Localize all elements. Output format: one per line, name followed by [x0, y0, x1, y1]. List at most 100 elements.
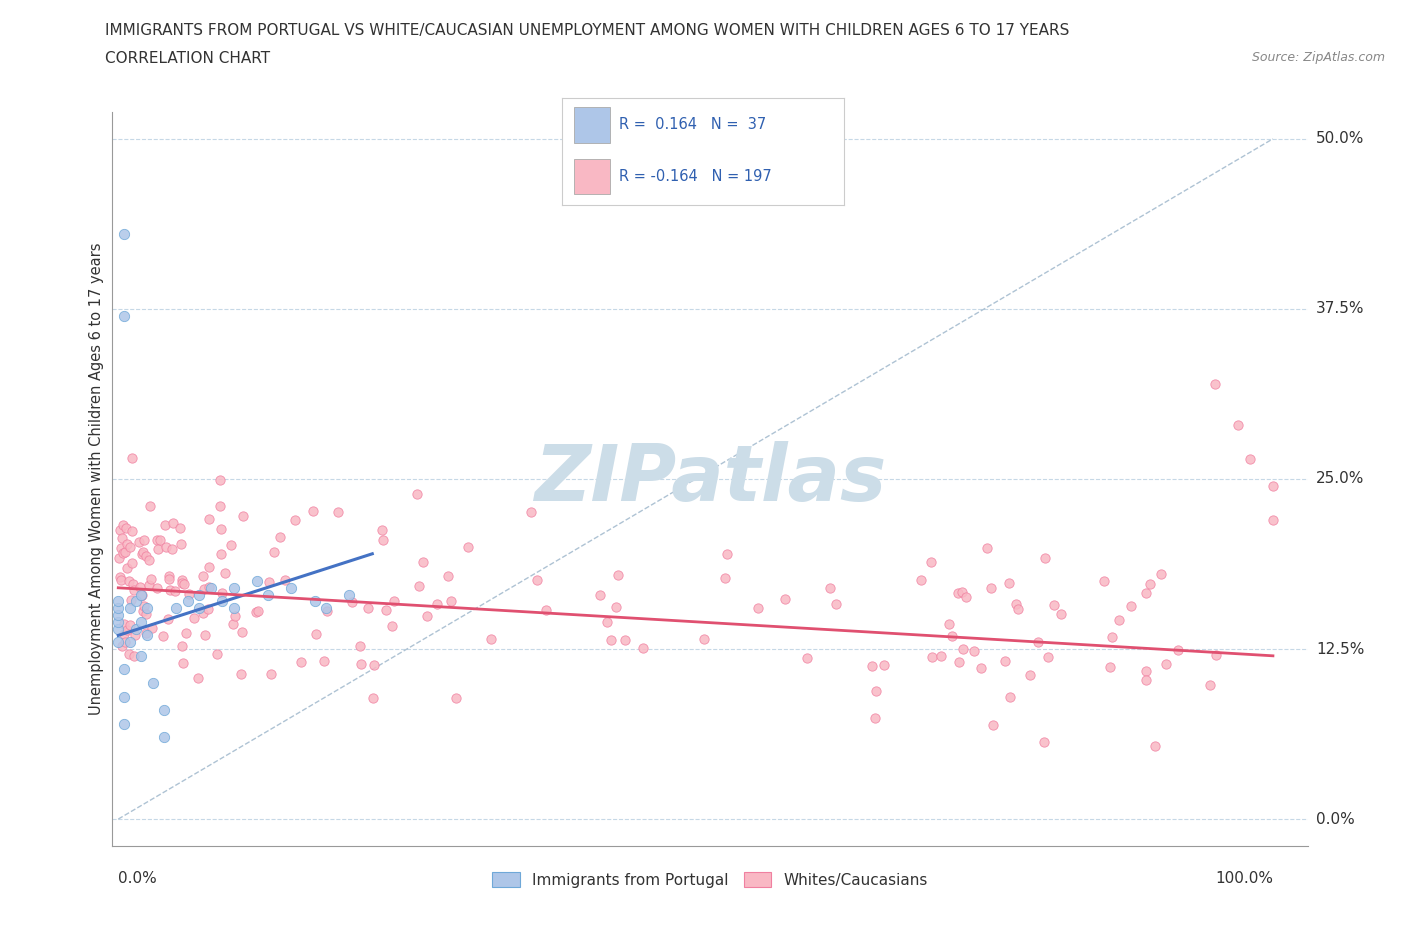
Point: [197, 512, 219, 526]
Text: IMMIGRANTS FROM PORTUGAL VS WHITE/CAUCASIAN UNEMPLOYMENT AMONG WOMEN WITH CHILDR: IMMIGRANTS FROM PORTUGAL VS WHITE/CAUCAS…: [105, 23, 1070, 38]
Point: [290, 655, 312, 670]
Point: [910, 572, 932, 587]
Point: [948, 655, 970, 670]
Point: [920, 554, 942, 569]
Point: [425, 596, 447, 611]
Point: [209, 547, 232, 562]
Point: [873, 658, 896, 672]
Point: [134, 626, 156, 641]
Point: [214, 565, 236, 580]
Point: [170, 537, 193, 551]
Point: [315, 601, 337, 616]
Point: [118, 646, 141, 661]
Point: [139, 571, 162, 586]
Point: [132, 604, 155, 618]
Point: [159, 571, 181, 586]
Point: [209, 522, 232, 537]
Point: [946, 586, 969, 601]
Point: [357, 600, 380, 615]
Point: [963, 644, 986, 658]
Point: [224, 608, 246, 623]
Point: [112, 626, 135, 641]
Point: [589, 588, 612, 603]
Point: [155, 540, 177, 555]
Point: [716, 547, 738, 562]
Point: [941, 629, 963, 644]
Point: [605, 600, 627, 615]
Point: [110, 572, 132, 587]
Point: [246, 574, 269, 589]
Point: [614, 632, 637, 647]
Point: [138, 578, 160, 592]
Point: [520, 504, 543, 519]
Point: [980, 581, 1002, 596]
Point: [135, 548, 157, 563]
Point: [304, 594, 326, 609]
Point: [131, 588, 153, 603]
Point: [122, 583, 145, 598]
Point: [131, 547, 153, 562]
Point: [373, 533, 395, 548]
Text: R = -0.164   N = 197: R = -0.164 N = 197: [619, 168, 772, 184]
Point: [111, 517, 134, 532]
Text: 25.0%: 25.0%: [1316, 472, 1364, 486]
Point: [693, 631, 716, 646]
Point: [600, 632, 623, 647]
Point: [796, 651, 818, 666]
Point: [170, 576, 193, 591]
Point: [112, 716, 135, 731]
Point: [222, 580, 245, 595]
Point: [115, 521, 138, 536]
Point: [219, 537, 242, 551]
Point: [169, 521, 191, 536]
Point: [120, 592, 142, 607]
Point: [1261, 478, 1284, 493]
Point: [124, 594, 146, 609]
Point: [607, 567, 630, 582]
Point: [269, 529, 291, 544]
Point: [824, 596, 846, 611]
Text: 12.5%: 12.5%: [1316, 642, 1364, 657]
Point: [981, 717, 1004, 732]
Point: [595, 615, 617, 630]
Point: [134, 606, 156, 621]
Point: [998, 576, 1021, 591]
Point: [170, 573, 193, 588]
Point: [136, 601, 159, 616]
Point: [107, 615, 129, 630]
Point: [188, 601, 211, 616]
Point: [107, 607, 129, 622]
Point: [121, 555, 143, 570]
Point: [950, 585, 973, 600]
Point: [381, 618, 404, 633]
Point: [1049, 606, 1071, 621]
Point: [207, 646, 229, 661]
Point: [157, 612, 180, 627]
Point: [209, 472, 232, 487]
Point: [107, 601, 129, 616]
Point: [408, 578, 430, 593]
Point: [349, 639, 371, 654]
Text: Source: ZipAtlas.com: Source: ZipAtlas.com: [1251, 51, 1385, 64]
Point: [131, 587, 153, 602]
Point: [124, 627, 146, 642]
Point: [337, 587, 360, 602]
Point: [112, 227, 135, 242]
Point: [153, 730, 176, 745]
Point: [440, 594, 463, 609]
Point: [955, 590, 977, 604]
Point: [374, 603, 396, 618]
Point: [112, 308, 135, 323]
Point: [111, 546, 134, 561]
Point: [1135, 664, 1157, 679]
Point: [108, 570, 131, 585]
Point: [1167, 643, 1189, 658]
Point: [107, 551, 129, 565]
Point: [1204, 377, 1226, 392]
Point: [122, 577, 145, 591]
Point: [865, 684, 887, 698]
Point: [114, 544, 136, 559]
Point: [152, 629, 174, 644]
Point: [111, 531, 134, 546]
Point: [371, 523, 394, 538]
